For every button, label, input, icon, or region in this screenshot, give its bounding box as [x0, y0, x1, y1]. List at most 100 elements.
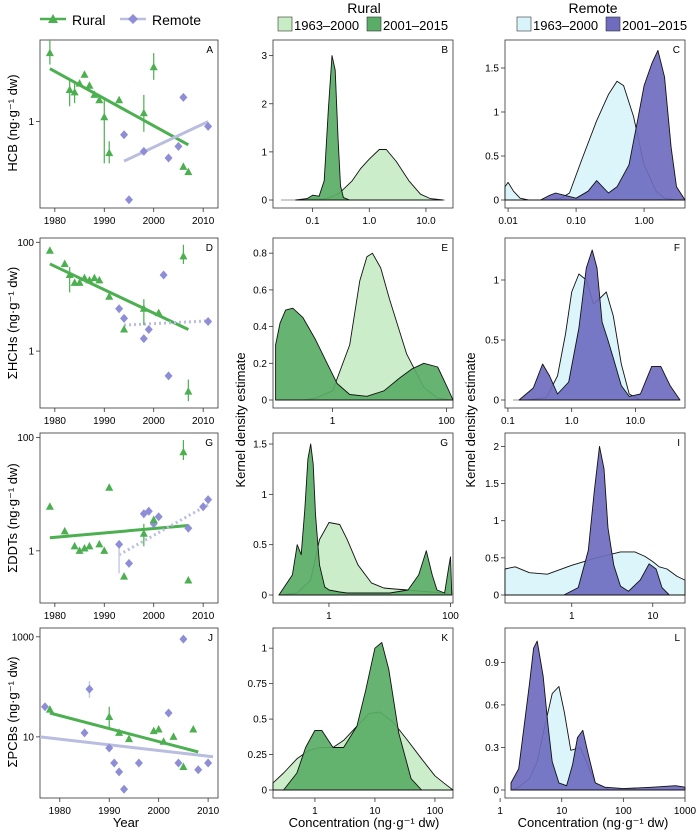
remote-point [174, 141, 183, 151]
rural-point [105, 292, 114, 300]
rural-point [65, 270, 74, 279]
remote-point [144, 324, 153, 334]
panel-e: E 1 100 0 0.2 0.4 0.6 0.8 [253, 237, 455, 427]
y-tick-label: 0.6 [253, 285, 267, 296]
y-tick-label: 0.5 [485, 336, 499, 347]
y-tick-label: 0 [261, 196, 267, 207]
x-tick-label: 1.0 [565, 416, 579, 427]
y-tick-label: 1 [261, 644, 267, 655]
remote-point [174, 758, 183, 768]
rural-point [139, 108, 148, 117]
rural-point [65, 85, 74, 94]
remote-trend-line [39, 735, 214, 759]
remote-point [115, 304, 124, 314]
x-tick-label: 1980 [44, 611, 67, 622]
density-late [275, 307, 454, 401]
row-label-hcb: HCB (ng·g⁻¹ dw) [5, 74, 20, 171]
x-tick-label: 10 [369, 806, 381, 817]
rural-point [105, 148, 114, 157]
rural-point [90, 90, 99, 98]
rural-point [184, 387, 193, 395]
rural-point [179, 162, 188, 170]
rural-point [189, 725, 198, 733]
y-tick-label: 100 [17, 238, 34, 249]
remote-point [144, 506, 153, 516]
y-tick-label: 0.5 [485, 553, 499, 564]
xlabel-year: Year [113, 815, 140, 830]
rural-point [95, 95, 104, 104]
rural-point [139, 304, 148, 312]
rural-point [115, 95, 124, 104]
rural-point [85, 541, 94, 550]
rural-point [184, 575, 193, 584]
y-tick-label: 0.75 [248, 679, 268, 690]
legend-remote-late-swatch [605, 16, 621, 32]
x-tick-label: 1990 [93, 611, 116, 622]
y-tick-label: 0 [493, 591, 499, 602]
x-tick-label: 2010 [192, 611, 215, 622]
y-tick-label: 0 [493, 786, 499, 797]
x-tick-label: 1990 [98, 806, 121, 817]
legend-remote-late-label: 2001–2015 [622, 18, 687, 33]
x-tick-label: 10.0 [626, 416, 646, 427]
panel-letter: A [206, 45, 213, 56]
remote-point [115, 539, 124, 549]
y-tick-label: 1 [261, 490, 267, 501]
panel-frame [504, 627, 686, 799]
y-tick-label: 1 [493, 276, 499, 287]
panel-frame [504, 39, 686, 209]
panel-letter: L [674, 633, 680, 644]
legend-remote-label: Remote [152, 12, 201, 28]
density-late [540, 49, 686, 201]
legend-rural-early-swatch [277, 16, 293, 32]
remote-trend-line [123, 120, 209, 163]
remote-point [110, 758, 119, 768]
rural-point [60, 259, 69, 267]
col-title-remote: Remote [568, 0, 617, 16]
rural-trend-line [49, 711, 199, 754]
rural-point [105, 712, 114, 720]
y-tick-label: 0.4 [253, 322, 267, 333]
remote-point [204, 495, 213, 505]
y-tick-label: 0 [261, 786, 267, 797]
x-tick-label: 1 [312, 806, 318, 817]
x-tick-label: 1 [569, 611, 575, 622]
y-tick-label: 0.5 [253, 715, 267, 726]
legend-remote-marker [128, 14, 138, 24]
panel-frame [39, 627, 219, 799]
y-tick-label: 1 [261, 147, 267, 158]
panel-b: B 0.1 1.0 10.0 0 1 2 3 [261, 39, 454, 227]
row-label-pcbs: ΣPCBs (ng·g⁻¹ dw) [5, 657, 20, 768]
x-tick-label: 1000 [674, 806, 697, 817]
rural-point [105, 483, 114, 491]
rural-point [95, 539, 104, 548]
y-tick-label: 0 [493, 196, 499, 207]
rural-point [159, 737, 168, 745]
remote-point [120, 130, 129, 140]
y-tick-label: 100 [17, 433, 34, 444]
x-tick-label: 1980 [44, 416, 67, 427]
remote-point [184, 523, 193, 533]
panel-l: L 1 10 100 1000 0 0.3 0.6 0.9 [485, 627, 697, 817]
y-tick-label: 0 [493, 396, 499, 407]
y-tick-label: 0.5 [485, 152, 499, 163]
panel-k: K 1 10 100 0 0.25 0.5 0.75 1 [248, 627, 454, 817]
remote-point [80, 728, 89, 738]
rural-point [179, 447, 188, 456]
rural-point [45, 48, 54, 57]
remote-point [164, 153, 173, 163]
rural-point [139, 529, 148, 537]
remote-point [105, 743, 114, 753]
legend-rural-late-label: 2001–2015 [383, 18, 448, 33]
x-tick-label: 0.10 [566, 216, 586, 227]
panel-letter: J [208, 633, 213, 644]
rural-point [70, 541, 79, 550]
remote-trend-line [123, 319, 209, 327]
legend-remote-early-swatch [516, 16, 532, 32]
panel-frame [272, 627, 454, 799]
panel-letter: E [441, 243, 448, 254]
remote-point [204, 317, 213, 327]
rural-time-legend: 1963–2000 2001–2015 [277, 16, 448, 33]
